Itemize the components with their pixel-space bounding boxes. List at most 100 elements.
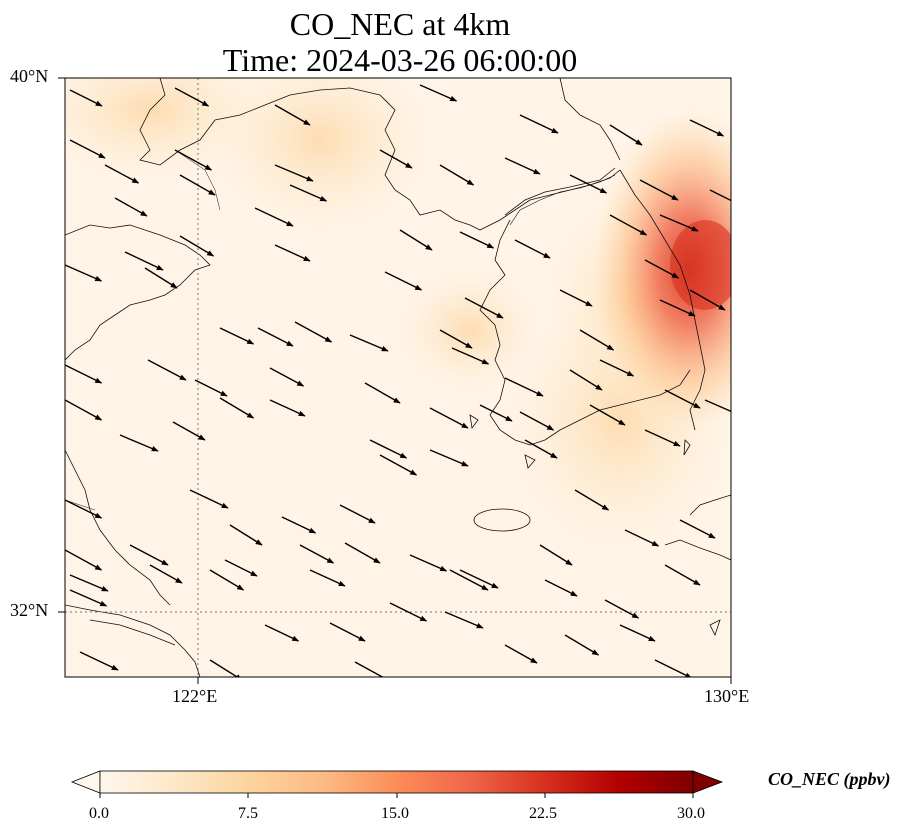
wind-arrow <box>194 379 228 397</box>
wind-arrow <box>124 251 164 271</box>
wind-arrow <box>539 544 573 566</box>
lat-label-40n: 40°N <box>10 66 49 86</box>
wind-arrow <box>569 369 603 391</box>
lat-label-32n: 32°N <box>10 600 49 620</box>
wind-arrow <box>219 327 255 345</box>
wind-arrow <box>219 397 255 419</box>
wind-arrow <box>439 164 475 186</box>
wind-arrow <box>174 149 213 171</box>
wind-arrow <box>559 289 593 307</box>
wind-arrow <box>689 289 726 311</box>
wind-arrow <box>519 114 559 134</box>
wind-arrow <box>309 569 346 587</box>
wind-arrow <box>294 321 333 343</box>
wind-arrow <box>449 569 489 591</box>
wind-arrow <box>609 214 648 236</box>
figure-title-line2: Time: 2024-03-26 06:00:00 <box>222 42 578 78</box>
wind-arrow <box>664 389 701 409</box>
wind-arrow <box>384 271 423 291</box>
wind-arrow <box>654 659 693 677</box>
wind-arrow <box>264 624 300 642</box>
wind-arrow <box>65 499 103 519</box>
wind-arrow <box>144 267 178 289</box>
wind-arrow <box>269 399 306 417</box>
wind-arrow <box>679 519 716 539</box>
wind-arrow <box>229 524 263 546</box>
colorbar-tick-4: 30.0 <box>677 805 705 822</box>
wind-arrow <box>409 554 448 572</box>
concentration-field <box>65 78 731 677</box>
wind-arrow <box>349 334 389 352</box>
colorbar-max-extend <box>692 770 724 794</box>
wind-arrow <box>172 421 206 441</box>
wind-arrow <box>147 359 187 381</box>
wind-arrow <box>504 157 541 175</box>
wind-arrow <box>119 434 159 452</box>
wind-arrow <box>564 634 600 656</box>
wind-arrow <box>624 529 660 547</box>
wind-arrow <box>464 297 504 319</box>
wind-arrow <box>704 399 731 413</box>
wind-arrow <box>149 564 183 584</box>
wind-arrow <box>659 214 699 232</box>
wind-arrow <box>574 489 610 511</box>
wind-arrow <box>281 516 317 534</box>
wind-arrow <box>329 622 366 642</box>
gridlines <box>65 78 731 677</box>
wind-arrow <box>709 189 731 202</box>
wind-arrow <box>639 179 679 201</box>
wind-arrow <box>69 139 106 159</box>
wind-arrow <box>379 454 418 476</box>
wind-arrow <box>179 174 216 196</box>
wind-arrow <box>269 367 305 387</box>
colorbar-tick-2: 15.0 <box>381 805 409 822</box>
wind-arrow <box>444 611 484 629</box>
colorbar-tick-1: 7.5 <box>238 805 258 822</box>
wind-arrow <box>65 399 103 421</box>
map-frame <box>64 77 732 678</box>
wind-arrow <box>579 329 615 351</box>
wind-arrow <box>644 259 680 279</box>
wind-arrow <box>439 329 473 349</box>
wind-arrow <box>129 544 169 566</box>
wind-arrow <box>619 624 656 642</box>
wind-arrow <box>609 124 643 146</box>
wind-arrow <box>274 104 311 126</box>
wind-arrow <box>104 164 140 184</box>
wind-arrow <box>339 504 376 524</box>
wind-arrow <box>604 599 640 619</box>
wind-arrow <box>69 89 103 107</box>
wind-arrow <box>544 579 578 597</box>
wind-arrow <box>69 574 109 592</box>
wind-arrow <box>364 382 401 404</box>
wind-arrow <box>504 644 538 664</box>
wind-arrow <box>459 569 499 589</box>
wind-arrow <box>689 119 725 137</box>
figure-title-line1: CO_NEC at 4km <box>289 6 511 42</box>
wind-arrow <box>114 197 148 217</box>
wind-arrow <box>254 207 294 227</box>
lon-label-122e: 122°E <box>172 686 218 706</box>
wind-arrow <box>189 489 229 509</box>
wind-arrow <box>659 299 696 317</box>
colorbar-label: CO_NEC (ppbv) <box>768 769 891 789</box>
wind-arrow <box>274 244 311 262</box>
wind-arrow <box>289 184 328 202</box>
wind-arrow <box>179 235 215 257</box>
colorbar-gradient <box>99 770 694 794</box>
wind-arrow <box>389 602 428 622</box>
wind-arrow <box>589 404 626 426</box>
lon-label-130e: 130°E <box>704 686 750 706</box>
wind-arrow <box>419 84 458 102</box>
colorbar <box>70 770 724 798</box>
wind-arrow <box>274 164 314 182</box>
wind-arrow <box>299 544 335 564</box>
wind-arrow <box>644 429 681 447</box>
wind-arrow <box>209 569 245 591</box>
wind-arrow <box>504 377 544 397</box>
wind-arrow <box>519 411 555 431</box>
wind-arrow <box>79 651 119 671</box>
wind-arrow <box>514 239 551 259</box>
wind-arrow <box>399 229 433 251</box>
wind-arrow <box>65 264 103 282</box>
